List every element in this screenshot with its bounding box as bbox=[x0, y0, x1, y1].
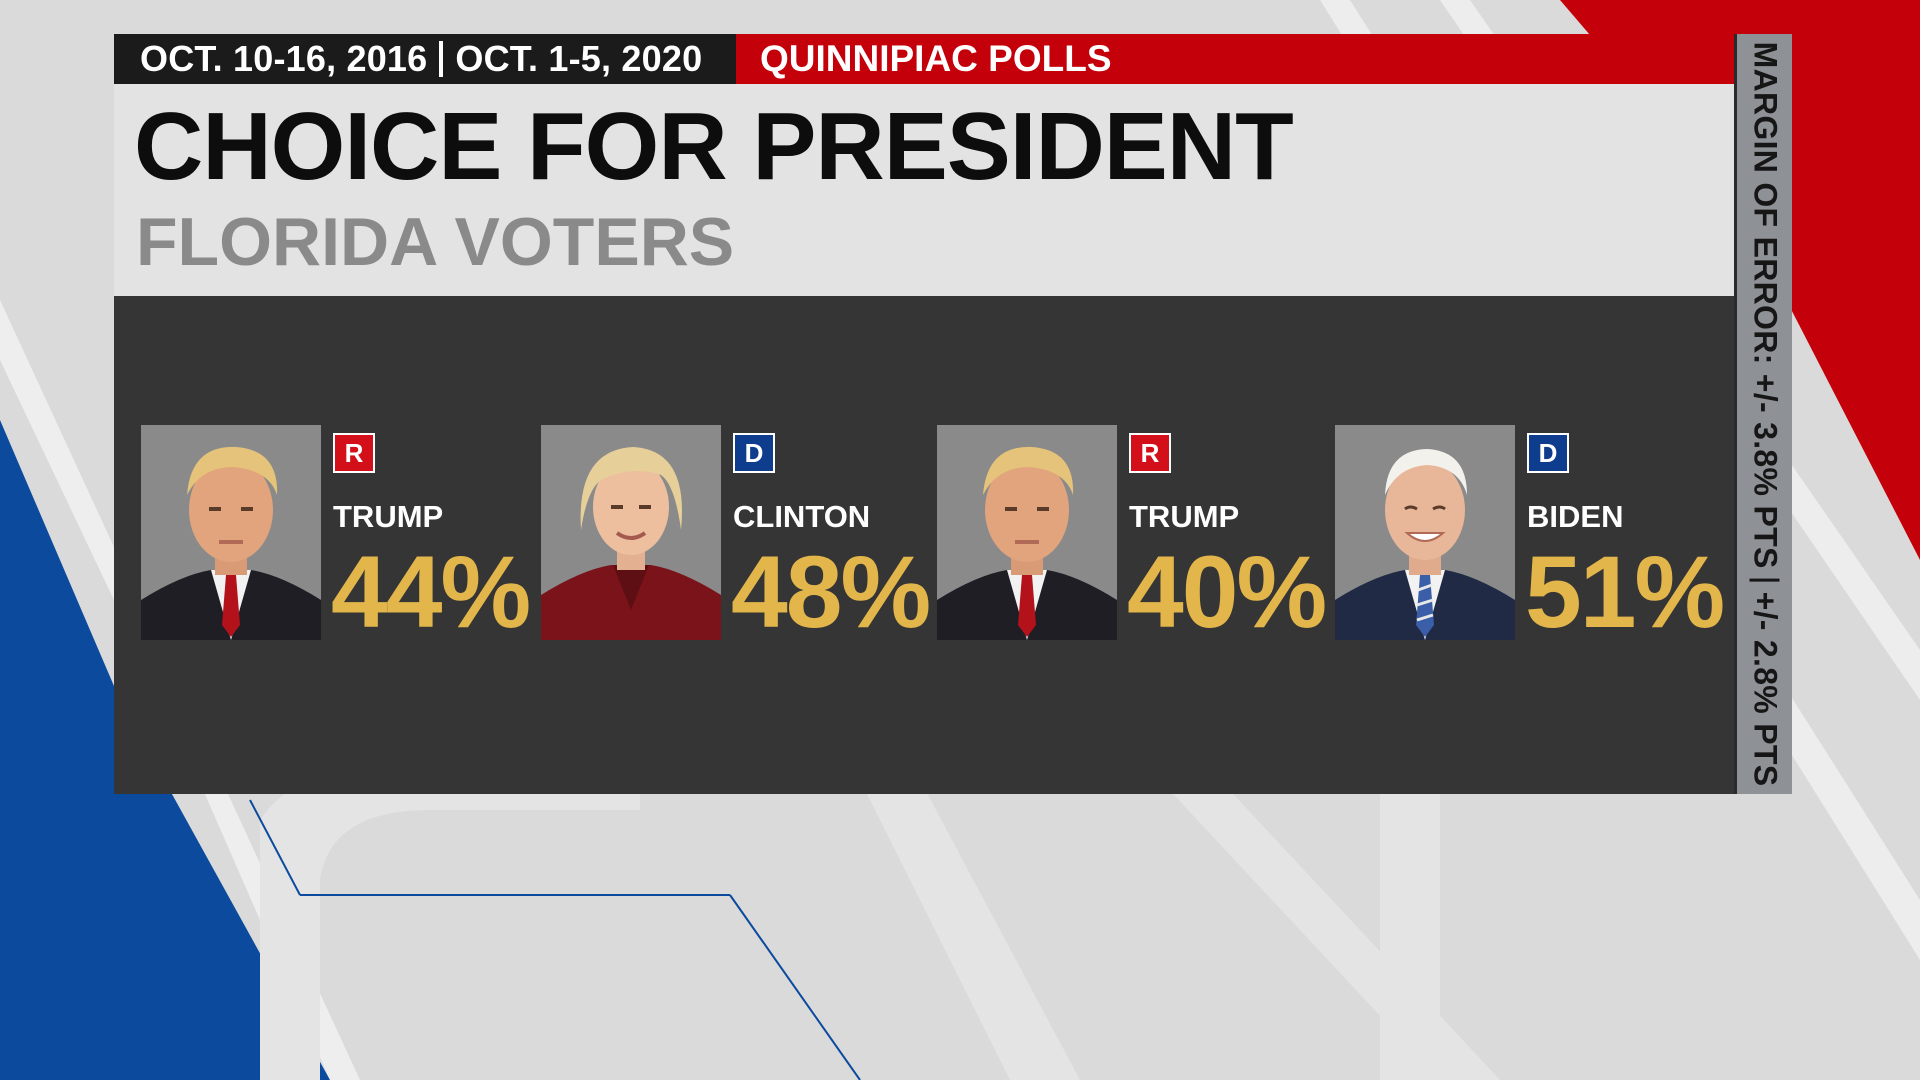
party-badge: R bbox=[333, 433, 375, 473]
top-bar: OCT. 10-16, 2016 OCT. 1-5, 2020 QUINNIPI… bbox=[114, 34, 1734, 84]
party-badge: D bbox=[1527, 433, 1569, 473]
candidate-name: TRUMP bbox=[1129, 499, 1240, 534]
blue-stripe bbox=[0, 420, 330, 1080]
candidate-percent: 40% bbox=[1127, 535, 1327, 649]
trump-photo-icon bbox=[141, 425, 321, 640]
date-2016: OCT. 10-16, 2016 bbox=[140, 38, 428, 79]
candidate-card: R TRUMP 40% bbox=[937, 425, 1327, 647]
margin-of-error-text: MARGIN OF ERROR: +/- 3.8% PTS +/- 2.8% PT… bbox=[1746, 42, 1783, 787]
margin-separator bbox=[1749, 578, 1779, 582]
party-badge: D bbox=[733, 433, 775, 473]
red-stripe bbox=[1560, 0, 1920, 560]
candidate-card: R TRUMP 44% bbox=[141, 425, 531, 647]
page-title: CHOICE FOR PRESIDENT bbox=[134, 93, 1294, 200]
trump-photo-icon bbox=[937, 425, 1117, 640]
candidate-percent: 44% bbox=[331, 535, 531, 649]
candidate-percent: 51% bbox=[1525, 535, 1725, 649]
candidate-name: CLINTON bbox=[733, 499, 871, 534]
candidate-card: D CLINTON 48% bbox=[541, 425, 931, 647]
margin-of-error-bar: MARGIN OF ERROR: +/- 3.8% PTS +/- 2.8% PT… bbox=[1734, 34, 1792, 794]
poll-source: QUINNIPIAC POLLS bbox=[760, 38, 1112, 79]
candidate-card: D BIDEN 51% bbox=[1335, 425, 1725, 647]
date-2020: OCT. 1-5, 2020 bbox=[455, 38, 703, 79]
biden-photo-icon bbox=[1335, 425, 1515, 640]
candidate-percent: 48% bbox=[731, 535, 931, 649]
date-separator bbox=[439, 41, 444, 77]
header: CHOICE FOR PRESIDENT FLORIDA VOTERS bbox=[114, 84, 1734, 296]
candidate-name: BIDEN bbox=[1527, 499, 1624, 534]
page-subtitle: FLORIDA VOTERS bbox=[136, 204, 735, 280]
margin-of-error-2020: +/- 2.8% PTS bbox=[1747, 591, 1783, 787]
poll-panel: OCT. 10-16, 2016 OCT. 1-5, 2020 QUINNIPI… bbox=[114, 34, 1734, 794]
party-badge: R bbox=[1129, 433, 1171, 473]
poll-dates: OCT. 10-16, 2016 OCT. 1-5, 2020 bbox=[114, 34, 736, 84]
candidate-name: TRUMP bbox=[333, 499, 444, 534]
margin-of-error-2016: MARGIN OF ERROR: +/- 3.8% PTS bbox=[1747, 41, 1783, 569]
clinton-photo-icon bbox=[541, 425, 721, 640]
